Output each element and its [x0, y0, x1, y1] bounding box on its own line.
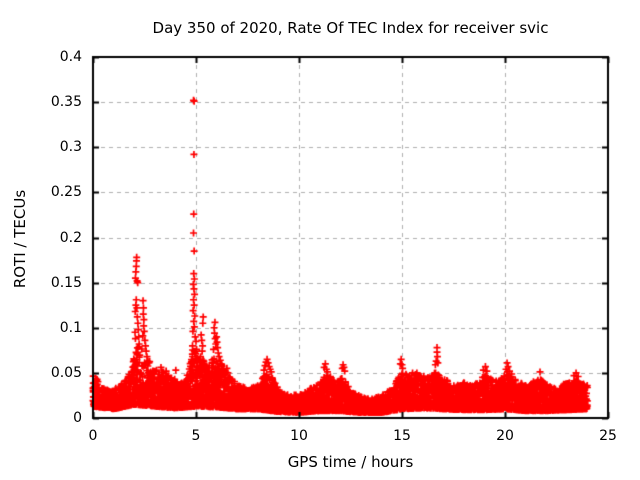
y-tick-label: 0.15	[50, 274, 82, 291]
y-tick-label: 0	[73, 410, 82, 426]
y-tick-label: 0.4	[59, 49, 82, 65]
x-tick-label: 15	[393, 428, 411, 444]
x-tick-label: 0	[88, 428, 98, 444]
chart-title: Day 350 of 2020, Rate Of TEC Index for r…	[152, 19, 549, 37]
y-tick-label: 0.05	[50, 364, 82, 381]
x-tick-label: 10	[290, 428, 308, 444]
x-tick-label: 20	[496, 428, 514, 444]
y-tick-label: 0.2	[59, 229, 82, 246]
x-tick-label: 25	[599, 428, 617, 444]
x-axis-label: GPS time / hours	[287, 453, 414, 471]
y-tick-label: 0.35	[50, 94, 82, 111]
y-tick-label: 0.1	[59, 319, 82, 336]
x-tick-label: 5	[191, 428, 201, 444]
y-tick-label: 0.25	[50, 184, 82, 201]
y-tick-label: 0.3	[59, 139, 82, 156]
